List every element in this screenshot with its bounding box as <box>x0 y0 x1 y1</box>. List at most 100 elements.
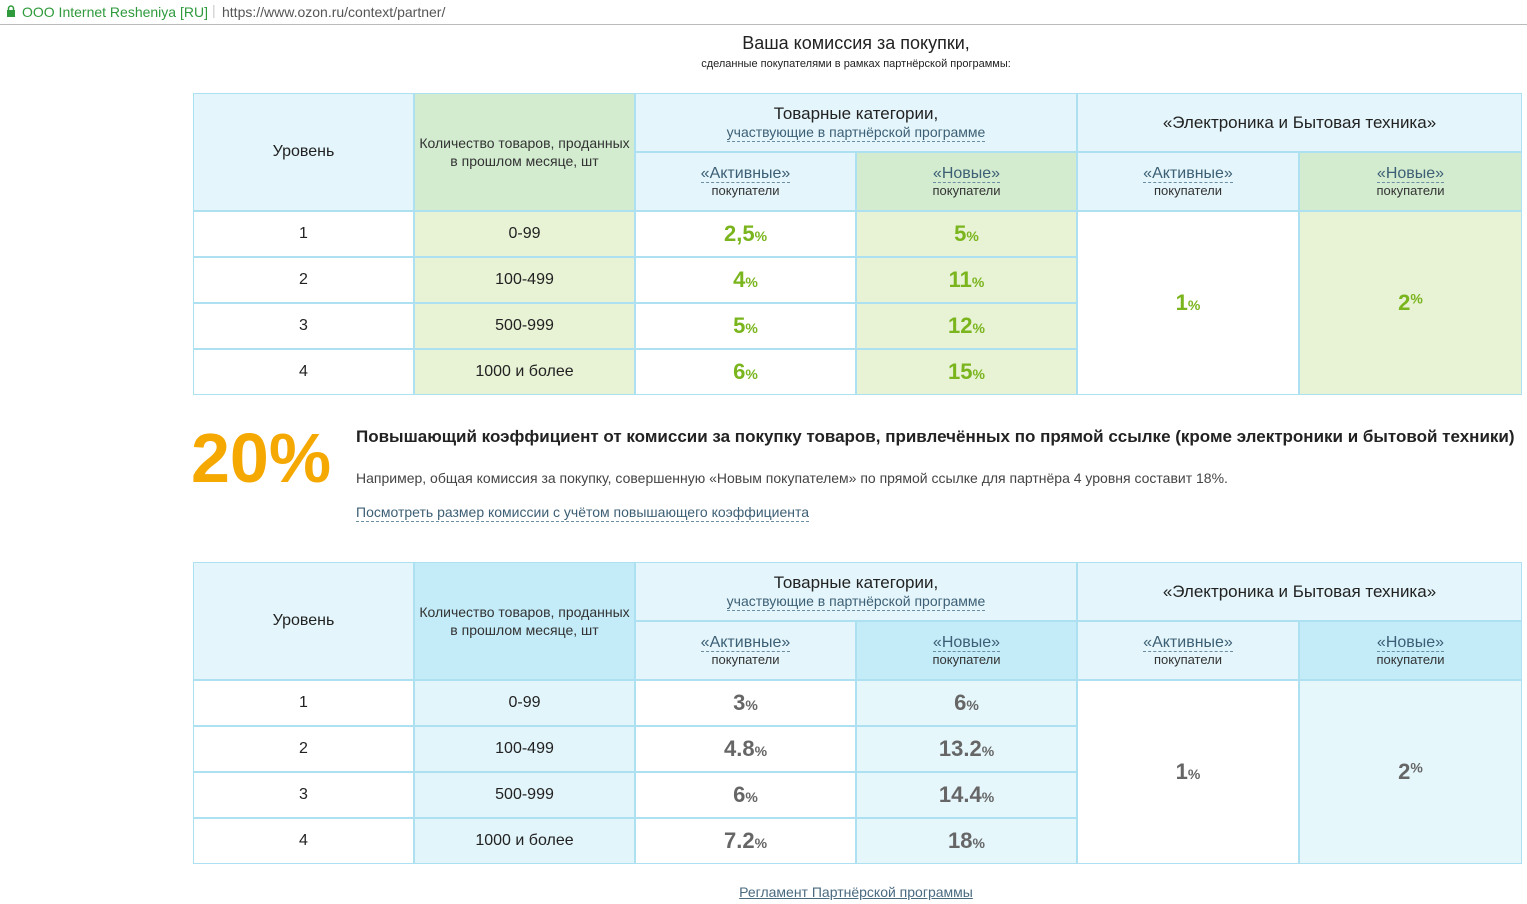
buyer-type: «Активные» <box>700 165 791 183</box>
buyer-label: покупатели <box>711 652 780 667</box>
header-text: «Электроника и Бытовая техника» <box>1162 112 1437 132</box>
percent-value: 11 <box>948 267 972 292</box>
count-cell: 100-499 <box>415 258 634 302</box>
percent-unit: % <box>981 743 995 759</box>
bonus-value: 20% <box>191 419 332 497</box>
level-cell: 2 <box>194 258 413 302</box>
active-cell: 7.2% <box>636 819 855 863</box>
buyer-label: покупатели <box>932 652 1001 667</box>
footer-link[interactable]: Регламент Партнёрской программы <box>739 884 973 900</box>
buyer-label: покупатели <box>1376 652 1445 667</box>
percent-value: 1 <box>1175 759 1188 784</box>
header-note: участвующие в партнёрской программе <box>726 592 986 611</box>
new-cell: 11% <box>857 258 1076 302</box>
percent: 15% <box>948 359 985 385</box>
percent-unit: % <box>972 320 985 336</box>
level-cell: 4 <box>194 350 413 394</box>
new-cell: 15% <box>857 350 1076 394</box>
lock-icon <box>7 5 15 17</box>
percent-unit: % <box>745 320 758 336</box>
percent-value: 7.2 <box>723 828 755 853</box>
level: 2 <box>299 740 308 757</box>
buyer-type: «Активные» <box>700 634 791 652</box>
header-text: «Электроника и Бытовая техника» <box>1162 581 1437 601</box>
buyer-header: «Новые» покупатели <box>857 153 1076 210</box>
percent-value: 15 <box>948 359 973 384</box>
count-header: Количество товаров, проданных в прошлом … <box>415 94 634 210</box>
level-cell: 3 <box>194 304 413 348</box>
percent: 2% <box>1398 290 1423 316</box>
active-cell: 2,5% <box>636 212 855 256</box>
new-cell: 14.4% <box>857 773 1076 817</box>
separator: | <box>212 2 216 18</box>
percent: 6% <box>733 782 758 808</box>
new-cell: 12% <box>857 304 1076 348</box>
electronics-new-cell: 2% <box>1300 212 1521 394</box>
bonus-example: Например, общая комиссия за покупку, сов… <box>356 470 1228 486</box>
percent-value: 3 <box>733 690 746 715</box>
new-cell: 5% <box>857 212 1076 256</box>
percent-unit: % <box>972 835 985 851</box>
header-note: участвующие в партнёрской программе <box>726 123 986 142</box>
percent-value: 2 <box>1398 290 1411 315</box>
categories-header: Товарные категории, участвующие в партнёр… <box>636 563 1076 620</box>
count-cell: 100-499 <box>415 727 634 771</box>
active-cell: 6% <box>636 350 855 394</box>
buyer-type: «Активные» <box>1143 165 1233 183</box>
percent-unit: % <box>754 743 768 759</box>
header-text: Количество товаров, проданных в прошлом … <box>419 135 630 169</box>
percent-unit: % <box>972 366 985 382</box>
percent-unit: % <box>745 366 758 382</box>
percent: 2,5% <box>724 221 767 247</box>
count: 100-499 <box>495 740 554 757</box>
header-text: Уровень <box>272 612 335 629</box>
buyer-label: покупатели <box>932 183 1001 198</box>
level: 3 <box>299 786 308 803</box>
percent-value: 6 <box>733 359 746 384</box>
percent-unit: % <box>745 274 758 290</box>
level: 3 <box>299 317 308 334</box>
percent: 7.2% <box>724 828 767 854</box>
buyer-type: «Новые» <box>1376 165 1445 183</box>
percent-unit: % <box>1187 766 1201 782</box>
header-text: Уровень <box>272 143 335 160</box>
buyer-header: «Активные» покупатели <box>1078 622 1298 679</box>
subtitle: сделанные покупателями в рамках партнёрс… <box>701 58 1011 70</box>
level-cell: 3 <box>194 773 413 817</box>
percent: 6% <box>954 690 979 716</box>
commission-table: Уровень Количество товаров, проданных в п… <box>193 562 1522 864</box>
new-cell: 6% <box>857 681 1076 725</box>
percent: 2% <box>1398 759 1423 785</box>
count-cell: 1000 и более <box>415 819 634 863</box>
url[interactable]: https://www.ozon.ru/context/partner/ <box>222 4 446 20</box>
percent: 11% <box>949 267 985 293</box>
level: 2 <box>299 271 308 288</box>
buyer-type: «Активные» <box>1143 634 1233 652</box>
percent-unit: % <box>1187 297 1201 313</box>
count-cell: 0-99 <box>415 681 634 725</box>
buyer-label: покупатели <box>711 183 780 198</box>
new-cell: 13.2% <box>857 727 1076 771</box>
active-cell: 6% <box>636 773 855 817</box>
percent: 5% <box>954 221 979 247</box>
count-cell: 500-999 <box>415 773 634 817</box>
bonus-link[interactable]: Посмотреть размер комиссии с учётом повы… <box>356 504 810 522</box>
percent: 12% <box>948 313 985 339</box>
buyer-header: «Активные» покупатели <box>636 153 855 210</box>
percent-value: 6 <box>954 690 967 715</box>
electronics-header: «Электроника и Бытовая техника» <box>1078 94 1521 151</box>
categories-header: Товарные категории, участвующие в партнёр… <box>636 94 1076 151</box>
percent-value: 14.4 <box>938 782 982 807</box>
percent: 18% <box>948 828 985 854</box>
header-text: Количество товаров, проданных в прошлом … <box>419 604 630 638</box>
percent: 13.2% <box>939 736 994 762</box>
footer: Регламент Партнёрской программы <box>0 884 1527 900</box>
level-cell: 4 <box>194 819 413 863</box>
new-cell: 18% <box>857 819 1076 863</box>
buyer-label: покупатели <box>1153 652 1223 667</box>
count: 500-999 <box>495 317 554 334</box>
buyer-label: покупатели <box>1376 183 1445 198</box>
active-cell: 3% <box>636 681 855 725</box>
buyer-header: «Активные» покупатели <box>636 622 855 679</box>
